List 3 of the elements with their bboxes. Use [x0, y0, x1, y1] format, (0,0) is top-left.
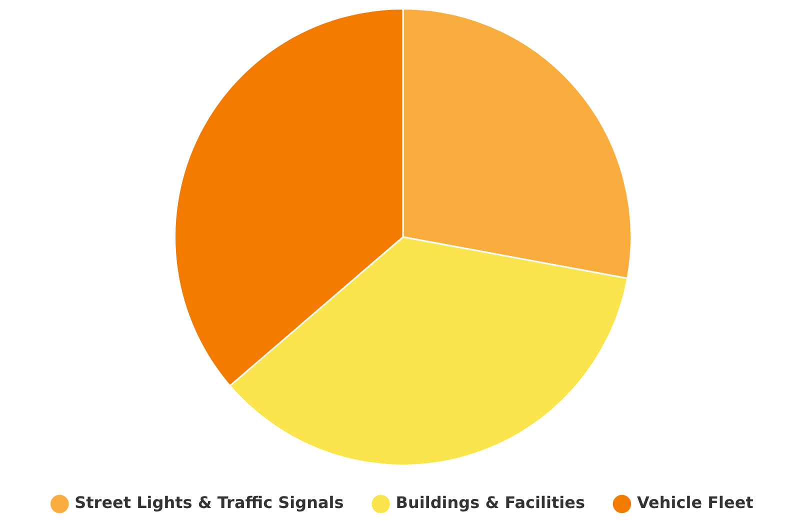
legend-label: Street Lights & Traffic Signals: [74, 493, 344, 512]
legend-label: Buildings & Facilities: [396, 493, 585, 512]
legend-label: Vehicle Fleet: [636, 493, 754, 512]
